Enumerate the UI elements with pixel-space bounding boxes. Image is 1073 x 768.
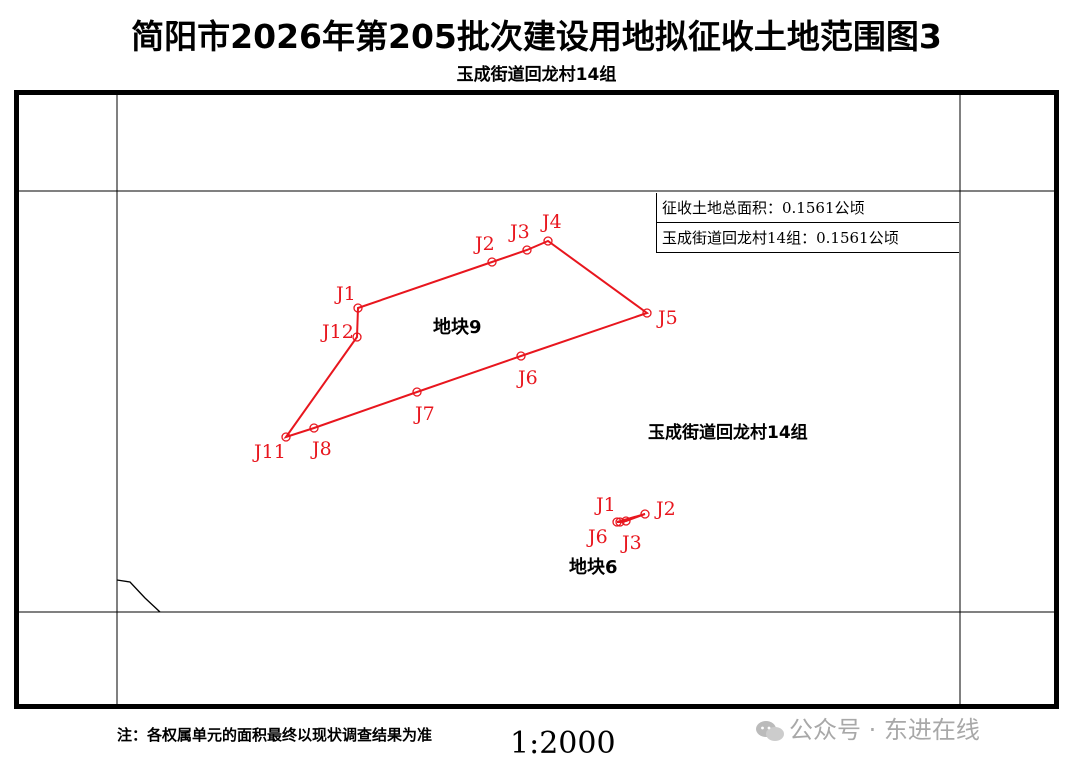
vertex-label-0-j3: J3 <box>508 221 530 243</box>
vertex-labels: J1 J2 J3 J4 J5 J6 J7 J8 J11 J12 J1 J2 J3 J6 <box>252 211 678 554</box>
vertex-marker-0-j8 <box>309 423 319 433</box>
vertex-label-0-j2: J2 <box>473 233 495 255</box>
vertex-label-0-j7: J7 <box>413 403 435 425</box>
parcel-9-name: 地块9 <box>433 317 482 338</box>
vertex-label-1-j1: J1 <box>594 494 616 516</box>
region-label: 玉成街道回龙村14组 <box>648 423 808 443</box>
vertex-markers <box>281 236 652 527</box>
vertex-label-0-j12: J12 <box>320 321 354 343</box>
vertex-label-0-j4: J4 <box>540 211 562 233</box>
vertex-label-1-j2: J2 <box>654 498 676 520</box>
vertex-marker-0-j12 <box>352 332 362 342</box>
vertex-marker-1-j3 <box>621 516 631 526</box>
vertex-marker-0-j3 <box>522 245 532 255</box>
vertex-label-0-j5: J5 <box>656 307 678 329</box>
map-title: 简阳市2026年第205批次建设用地拟征收土地范围图3 <box>131 17 942 56</box>
outer-frame <box>14 90 1059 709</box>
vertex-marker-0-j6 <box>516 351 526 361</box>
vertex-label-0-j11: J11 <box>252 441 286 463</box>
map-subtitle: 玉成街道回龙村14组 <box>456 65 617 85</box>
area-info-box: 征收土地总面积：0.1561公顷 玉成街道回龙村14组：0.1561公顷 <box>656 193 959 253</box>
vertex-label-0-j6: J6 <box>516 367 538 389</box>
vertex-marker-0-j5 <box>642 308 652 318</box>
footnote: 注：各权属单元的面积最终以现状调查结果为准 <box>117 726 433 744</box>
vertex-marker-1-j6 <box>615 517 625 527</box>
vertex-marker-0-j4 <box>543 236 553 246</box>
parcel-9 <box>283 239 650 439</box>
vertex-marker-0-j11 <box>281 432 291 442</box>
vertex-marker-0-j7 <box>412 387 422 397</box>
road-line <box>116 579 161 613</box>
vertex-label-1-j3: J3 <box>620 532 642 554</box>
scale-label: 1:2000 <box>510 726 616 761</box>
vertex-marker-0-j2 <box>487 257 497 267</box>
vertex-marker-0-j1 <box>353 303 363 313</box>
parcel-9-boundary <box>283 239 650 439</box>
parcel-6-name: 地块6 <box>569 557 618 578</box>
parcel-6 <box>616 513 646 523</box>
parcel-6-boundary <box>616 513 646 523</box>
vertex-marker-1-j2 <box>640 509 650 519</box>
total-area-row: 征收土地总面积：0.1561公顷 <box>656 193 959 223</box>
wechat-icon <box>756 721 784 741</box>
vertex-label-0-j1: J1 <box>334 283 356 305</box>
vertex-marker-1-j1 <box>612 517 622 527</box>
watermark: 公众号 · 东进在线 <box>755 710 980 745</box>
vertex-label-1-j6: J6 <box>586 526 608 548</box>
vertex-label-0-j8: J8 <box>310 438 332 460</box>
group-area-row: 玉成街道回龙村14组：0.1561公顷 <box>656 223 959 253</box>
watermark-text: 公众号 · 东进在线 <box>789 716 980 744</box>
